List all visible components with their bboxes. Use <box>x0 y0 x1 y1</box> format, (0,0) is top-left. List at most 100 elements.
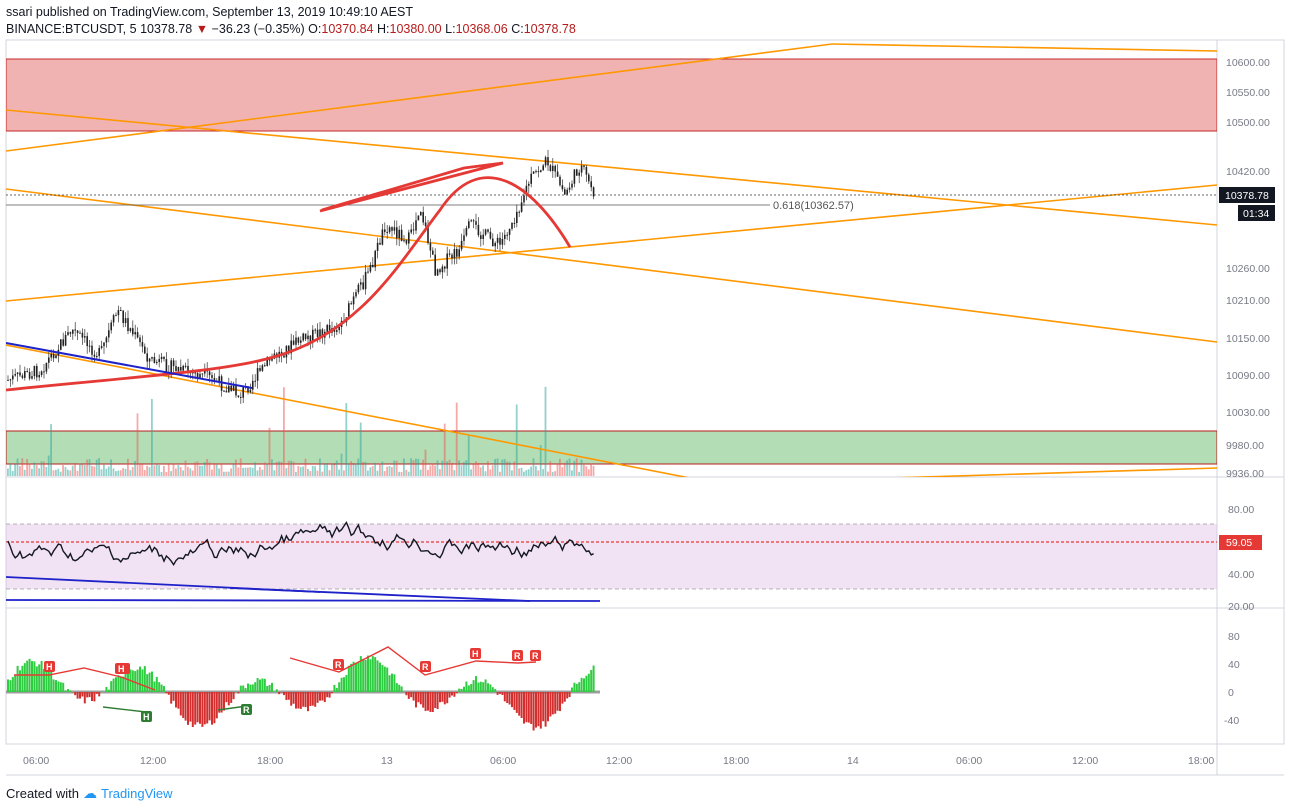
candle-body <box>504 234 506 239</box>
candle-body <box>364 271 367 290</box>
rsi-blue-trendline-3[interactable] <box>229 587 531 602</box>
tradingview-brand[interactable]: TradingView <box>100 786 173 801</box>
volume-bar <box>549 461 552 476</box>
resistance-zone[interactable] <box>6 58 1217 132</box>
osc-bar <box>148 672 151 692</box>
osc-bar <box>376 660 379 692</box>
osc-bar <box>467 685 470 692</box>
volume-bar <box>220 463 223 476</box>
high-value: 10380.00 <box>389 22 442 36</box>
candle-body <box>338 327 340 331</box>
volume-bar <box>31 468 33 476</box>
candle-body <box>132 328 134 335</box>
volume-bar <box>374 462 376 476</box>
price-tick: 10500.00 <box>1226 117 1270 129</box>
osc-bar <box>220 692 223 713</box>
volume-bar <box>405 469 408 476</box>
support-zone[interactable] <box>6 430 1217 465</box>
osc-bar <box>371 656 374 692</box>
candle-body <box>129 328 132 332</box>
osc-bar <box>19 670 21 692</box>
volume-bar <box>136 413 139 476</box>
volume-bar <box>79 463 81 476</box>
osc-bar <box>189 692 192 722</box>
volume-bar <box>563 462 566 476</box>
candle-body <box>292 340 295 345</box>
volume-bar <box>518 468 520 476</box>
svg-text:H: H <box>143 712 150 722</box>
candle-body <box>499 237 501 245</box>
candle-body <box>547 157 549 166</box>
candle-body <box>252 380 254 390</box>
volume-bar <box>59 471 62 476</box>
volume-bar <box>455 402 458 476</box>
divergence-lines[interactable] <box>14 646 537 713</box>
oscillator-axis[interactable]: 80 40 0 -40 <box>1224 631 1240 727</box>
candle-body <box>489 231 492 239</box>
candle-body <box>160 356 163 360</box>
osc-bar <box>35 666 38 692</box>
volume-bar <box>583 464 585 476</box>
volume-bar <box>153 465 156 476</box>
volume-bar <box>352 464 355 476</box>
osc-bar <box>575 683 578 692</box>
time-axis[interactable]: 06:00 12:00 18:00 13 06:00 12:00 18:00 1… <box>23 755 1214 767</box>
candle-body <box>146 353 148 362</box>
osc-bar <box>110 681 113 692</box>
volume-bar <box>446 461 448 476</box>
candle-body <box>96 356 98 358</box>
osc-bar <box>527 692 530 723</box>
volume-bar <box>127 458 129 476</box>
candle-body <box>372 264 374 268</box>
rsi-axis[interactable]: 80.00 40.00 20.00 59.05 <box>1219 504 1262 613</box>
osc-bar <box>175 692 177 708</box>
osc-bar <box>511 692 513 708</box>
time-tick: 18:00 <box>1188 755 1214 767</box>
osc-bar <box>201 692 204 727</box>
osc-bar <box>542 692 545 722</box>
osc-bar <box>549 692 552 717</box>
volume-bar <box>571 470 573 476</box>
trendline-down-lower <box>6 188 1217 343</box>
volume-bar <box>503 459 506 476</box>
volume-bar <box>482 465 484 476</box>
rsi-band <box>6 524 1217 589</box>
candle-body <box>316 329 319 338</box>
volume-bar <box>371 466 374 476</box>
osc-bar <box>304 692 307 708</box>
volume-bar <box>146 465 148 476</box>
volume-bar <box>249 467 252 476</box>
arc-curve[interactable] <box>6 176 572 392</box>
trendline-down-bottom <box>6 344 689 477</box>
blue-trendline[interactable] <box>6 342 253 389</box>
rising-wedge-line[interactable] <box>319 161 504 213</box>
candle-body <box>52 354 55 359</box>
time-tick: 06:00 <box>956 755 982 767</box>
osc-bar <box>213 692 216 724</box>
candle-body <box>544 157 547 166</box>
price-tick: 10420.00 <box>1226 166 1270 178</box>
osc-bar <box>86 692 89 698</box>
osc-bar <box>566 692 569 699</box>
candle-body <box>482 234 484 239</box>
pane-borders <box>5 39 1285 776</box>
volume-bar <box>206 458 208 476</box>
volume-bar <box>508 461 511 476</box>
candle-body <box>369 264 372 272</box>
symbol-name[interactable]: BINANCE:BTCUSDT, 5 <box>6 22 137 36</box>
osc-bar <box>302 692 305 707</box>
volume-bar <box>129 470 132 476</box>
osc-bar <box>340 677 343 692</box>
volume-bar <box>256 470 259 476</box>
svg-text:R: R <box>335 660 342 670</box>
candle-body <box>400 229 403 241</box>
rsi-blue-trendline-2[interactable] <box>6 599 601 602</box>
candle-body <box>48 357 50 363</box>
osc-bar <box>69 690 72 692</box>
price-axis[interactable]: 10600.00 10550.00 10500.00 10420.00 1026… <box>1219 57 1275 480</box>
tradingview-logo-icon: ☁ <box>82 785 97 801</box>
osc-bar <box>578 682 581 692</box>
chart-canvas[interactable]: 0.618(10362.57) 10600.00 10550.00 10500.… <box>0 0 1292 780</box>
volume-bar <box>187 466 189 476</box>
trendlines[interactable] <box>6 43 1217 480</box>
